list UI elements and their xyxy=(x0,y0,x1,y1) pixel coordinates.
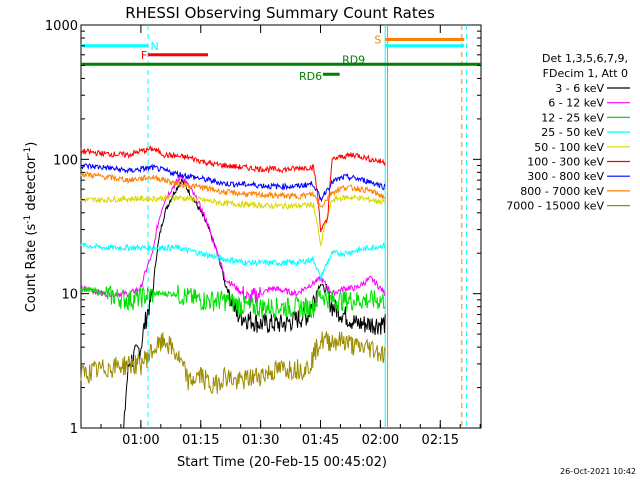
legend: Det 1,3,5,6,7,9, FDecim 1, Att 0 3 - 6 k… xyxy=(506,52,630,213)
state-bar-label-2: F xyxy=(141,49,147,62)
chart-title: RHESSI Observing Summary Count Rates xyxy=(125,4,435,22)
x-axis-label: Start Time (20-Feb-15 00:45:02) xyxy=(177,455,387,470)
state-bar-label-0: N xyxy=(150,40,158,53)
state-bar-label-1: S xyxy=(374,33,381,46)
series-lines xyxy=(80,145,386,429)
series-line-5 xyxy=(80,145,386,233)
series-line-6 xyxy=(80,163,386,203)
legend-header-line-1: Det 1,3,5,6,7,9, xyxy=(542,52,628,65)
y-tick-label-3: 1000 xyxy=(45,19,78,34)
legend-label-1: 6 - 12 keV xyxy=(548,97,604,110)
x-tick-label-3: 01:45 xyxy=(302,433,339,448)
legend-label-5: 100 - 300 keV xyxy=(527,156,604,169)
series-line-2 xyxy=(80,284,386,319)
y-tick-label-0: 1 xyxy=(70,422,78,437)
series-line-3 xyxy=(80,241,386,281)
legend-label-6: 300 - 800 keV xyxy=(527,170,604,183)
legend-label-8: 7000 - 15000 keV xyxy=(506,200,604,213)
y-axis-label-end: ) xyxy=(24,142,39,147)
y-axis-label: Count Rate (s-1 detector-1) xyxy=(23,142,39,313)
y-axis-label-mid: detector xyxy=(24,155,39,215)
legend-header-line-2: FDecim 1, Att 0 xyxy=(543,67,628,80)
y-tick-label-2: 100 xyxy=(53,153,78,168)
axes: 01:00 01:15 01:30 01:45 02:00 02:15 1 10 100 1000 xyxy=(45,19,481,448)
state-bars: N S F RD6 RD9 xyxy=(81,33,481,83)
legend-label-2: 12 - 25 keV xyxy=(541,111,604,124)
x-tick-label-2: 01:30 xyxy=(242,433,279,448)
state-bar-label-5: RD9 xyxy=(342,53,365,66)
x-tick-label-0: 01:00 xyxy=(122,433,159,448)
series-line-1 xyxy=(80,173,386,309)
legend-label-3: 25 - 50 keV xyxy=(541,126,604,139)
vertical-markers xyxy=(147,25,468,428)
y-axis-label-main: Count Rate (s xyxy=(24,224,39,313)
legend-label-4: 50 - 100 keV xyxy=(534,141,604,154)
timestamp: 26-Oct-2021 10:42 xyxy=(560,467,636,476)
y-axis-label-sup1: -1 xyxy=(23,215,33,224)
series-line-7 xyxy=(80,170,386,208)
state-bar-label-4: RD6 xyxy=(299,70,322,83)
x-tick-label-5: 02:15 xyxy=(422,433,459,448)
x-tick-label-4: 02:00 xyxy=(362,433,399,448)
series-line-4 xyxy=(80,193,386,248)
y-tick-label-1: 10 xyxy=(61,288,78,303)
legend-label-7: 800 - 7000 keV xyxy=(520,185,604,198)
x-tick-label-1: 01:15 xyxy=(182,433,219,448)
legend-label-0: 3 - 6 keV xyxy=(555,82,604,95)
series-line-8 xyxy=(80,331,386,395)
y-axis-label-sup2: -1 xyxy=(23,147,33,156)
